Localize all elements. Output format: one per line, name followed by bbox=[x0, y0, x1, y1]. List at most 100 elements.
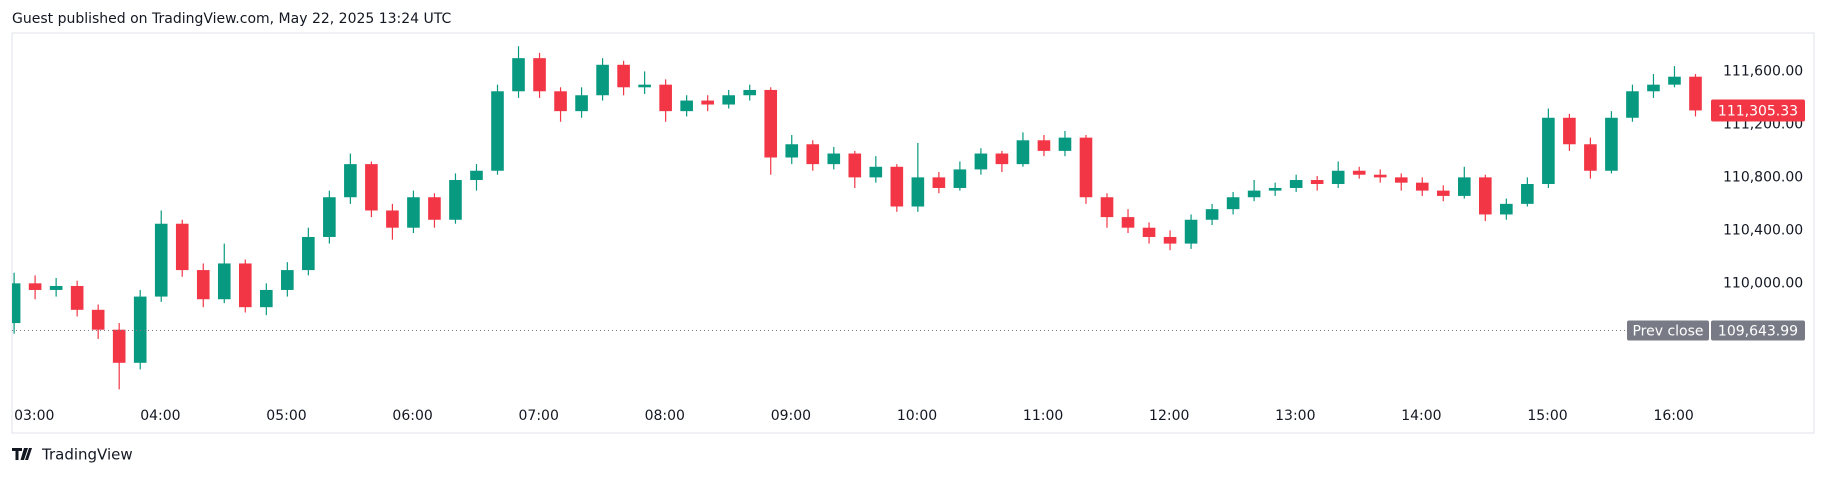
candle-body bbox=[1163, 236, 1177, 244]
candle-body bbox=[785, 144, 799, 158]
candle-body bbox=[617, 64, 630, 88]
candle-body bbox=[449, 180, 462, 220]
candle-body bbox=[533, 58, 546, 92]
candle-body bbox=[1584, 144, 1597, 171]
logo-icon bbox=[12, 448, 32, 460]
x-tick-label: 03:00 bbox=[14, 408, 54, 424]
candle-body bbox=[217, 263, 231, 300]
candle-body bbox=[1121, 217, 1135, 228]
candle-body bbox=[260, 289, 273, 308]
candle-body bbox=[365, 164, 378, 211]
candle-body bbox=[890, 166, 904, 207]
candle-body bbox=[722, 95, 735, 105]
candle-body bbox=[112, 329, 126, 363]
candle-body bbox=[1352, 170, 1366, 175]
candle-body bbox=[1247, 190, 1261, 198]
x-tick-label: 11:00 bbox=[1023, 408, 1063, 424]
candle-body bbox=[659, 84, 672, 112]
last-price-badge bbox=[1711, 99, 1805, 122]
x-tick-label: 05:00 bbox=[266, 408, 306, 424]
candle-body bbox=[133, 296, 147, 363]
x-tick-label: 15:00 bbox=[1527, 408, 1567, 424]
candle-body bbox=[1605, 117, 1618, 171]
chart-frame bbox=[11, 32, 1815, 434]
candle-body bbox=[344, 164, 357, 198]
y-tick-label: 110,000.00 bbox=[1723, 275, 1803, 291]
x-tick-label: 16:00 bbox=[1653, 408, 1693, 424]
candle-body bbox=[196, 270, 210, 300]
candle-body bbox=[911, 177, 925, 207]
candle-body bbox=[1647, 84, 1660, 92]
candle-body bbox=[1542, 117, 1555, 184]
candle-body bbox=[806, 144, 820, 165]
candle-body bbox=[1079, 137, 1093, 198]
x-tick-label: 14:00 bbox=[1401, 408, 1441, 424]
candle-body bbox=[1689, 76, 1702, 111]
candle-body bbox=[869, 166, 883, 178]
prev-close-name: Prev close bbox=[1632, 323, 1703, 339]
candle-body bbox=[932, 177, 946, 188]
y-tick-label: 110,400.00 bbox=[1723, 222, 1803, 238]
candle-body bbox=[995, 153, 1009, 165]
candle-body bbox=[1331, 170, 1345, 184]
candle-body bbox=[1289, 180, 1303, 188]
x-tick-label: 08:00 bbox=[645, 408, 685, 424]
candle-body bbox=[1415, 182, 1429, 191]
candle-body bbox=[1268, 187, 1282, 191]
candle-body bbox=[238, 263, 252, 308]
prev-close-badge bbox=[1711, 320, 1805, 341]
x-tick-label: 04:00 bbox=[140, 408, 180, 424]
candle-body bbox=[680, 100, 693, 112]
candle-body bbox=[974, 153, 988, 170]
candle-body bbox=[554, 91, 567, 112]
candle-body bbox=[1563, 117, 1576, 145]
candle-body bbox=[1184, 219, 1198, 244]
y-tick-label: 111,600.00 bbox=[1723, 63, 1803, 79]
candle-body bbox=[1626, 91, 1639, 118]
candle-body bbox=[281, 270, 294, 290]
candle-body bbox=[302, 236, 315, 271]
candle-body bbox=[1037, 140, 1051, 151]
prev-close-tag bbox=[1627, 320, 1709, 341]
y-tick-label: 110,800.00 bbox=[1723, 169, 1803, 185]
logo: TradingView bbox=[12, 446, 133, 464]
candle-body bbox=[386, 210, 399, 228]
candle-body bbox=[743, 89, 757, 96]
x-tick-label: 10:00 bbox=[897, 408, 937, 424]
x-tick-label: 13:00 bbox=[1275, 408, 1315, 424]
candle-body bbox=[1373, 174, 1387, 178]
candle-body bbox=[512, 58, 525, 92]
candle-body bbox=[1521, 183, 1534, 204]
x-tick-label: 09:00 bbox=[771, 408, 811, 424]
candle-body bbox=[848, 153, 862, 178]
candle-body bbox=[1668, 76, 1681, 85]
candle-body bbox=[70, 285, 84, 310]
candle-body bbox=[1205, 209, 1219, 220]
plot-area bbox=[12, 46, 1702, 390]
candle-body bbox=[49, 285, 63, 290]
candle-body bbox=[1142, 227, 1156, 237]
candle-body bbox=[28, 283, 42, 290]
candle-body bbox=[1500, 203, 1513, 215]
candle-body bbox=[1100, 197, 1114, 218]
candle-body bbox=[1310, 180, 1324, 184]
candle-body bbox=[701, 100, 714, 105]
candle-body bbox=[953, 169, 967, 188]
candle-body bbox=[91, 309, 105, 330]
candle-body bbox=[428, 197, 441, 220]
candle-body bbox=[491, 91, 504, 171]
header-note: Guest published on TradingView.com, May … bbox=[12, 11, 452, 27]
candle-body bbox=[1394, 177, 1408, 183]
x-tick-label: 12:00 bbox=[1149, 408, 1189, 424]
last-price-value: 111,305.33 bbox=[1718, 103, 1798, 119]
candle-body bbox=[1058, 137, 1072, 151]
candle-body bbox=[764, 89, 778, 158]
candle-body bbox=[12, 283, 21, 324]
candle-body bbox=[407, 197, 420, 228]
candle-body bbox=[470, 170, 483, 181]
candle-body bbox=[175, 223, 189, 271]
candle-body bbox=[827, 153, 841, 165]
candle-body bbox=[638, 84, 651, 88]
candle-body bbox=[1436, 190, 1450, 196]
